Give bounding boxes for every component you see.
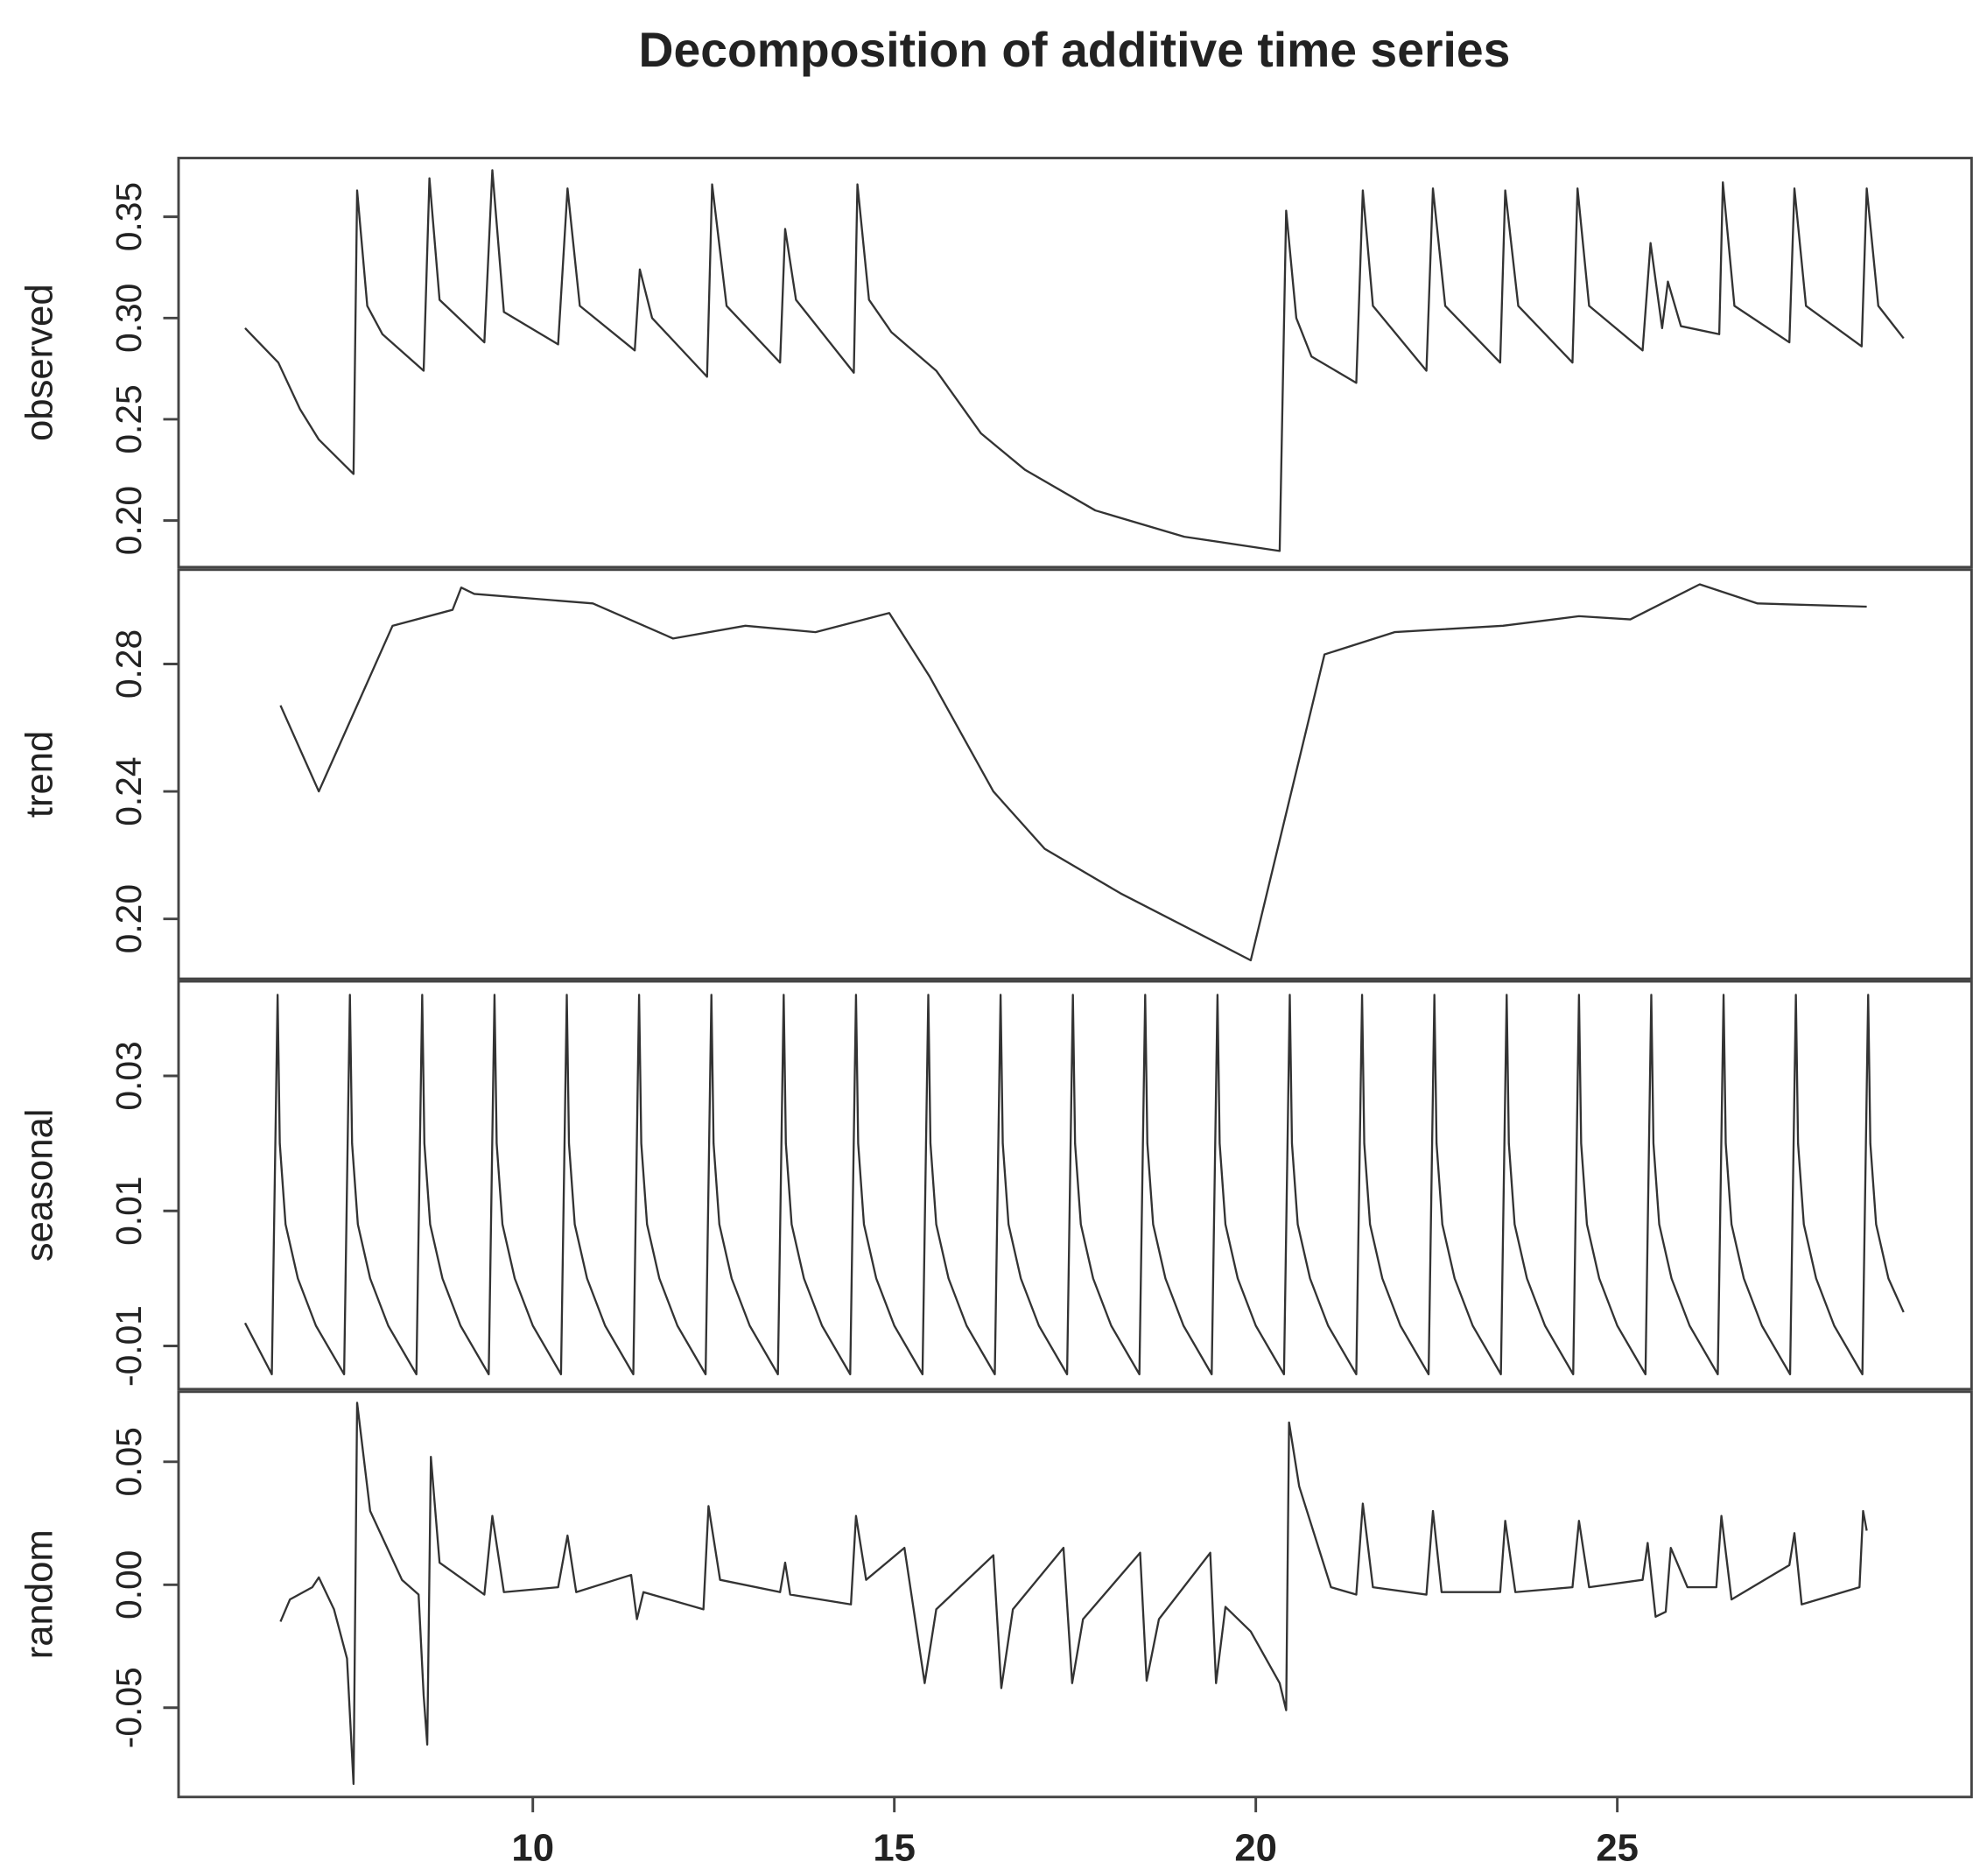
y-tick-label: 0.05 — [109, 1427, 149, 1496]
y-tick-label: 0.01 — [109, 1177, 149, 1246]
x-tick-label: 20 — [1234, 1826, 1277, 1869]
chart-title: Decomposition of additive time series — [639, 23, 1511, 77]
x-tick-label: 15 — [873, 1826, 916, 1869]
panel-frame — [177, 1390, 1973, 1799]
x-tick-label: 25 — [1596, 1826, 1639, 1869]
y-tick-label: 0.20 — [109, 884, 149, 953]
y-axis-label: random — [18, 1529, 61, 1659]
y-tick-label: 0.30 — [109, 284, 149, 353]
panel-frame — [177, 980, 1973, 1391]
y-tick-label: 0.35 — [109, 182, 149, 251]
y-axis-label: observed — [18, 284, 61, 441]
series-line — [244, 169, 1905, 552]
y-tick-label: 0.03 — [109, 1041, 149, 1110]
panel-frame — [177, 157, 1973, 569]
y-tick-label: 0.20 — [109, 486, 149, 555]
y-axis-label: seasonal — [18, 1109, 61, 1262]
y-axis-label: trend — [18, 731, 61, 819]
y-tick-label: 0.00 — [109, 1550, 149, 1620]
y-tick-label: -0.01 — [109, 1305, 149, 1387]
y-tick-label: 0.25 — [109, 384, 149, 453]
y-tick-label: -0.05 — [109, 1667, 149, 1748]
x-tick-label: 10 — [511, 1826, 554, 1869]
y-tick-label: 0.28 — [109, 629, 149, 699]
series-line — [243, 994, 1905, 1376]
series-line — [279, 1402, 1868, 1786]
y-tick-label: 0.24 — [109, 756, 149, 826]
series-line — [279, 583, 1867, 962]
panel-frame — [177, 568, 1973, 980]
